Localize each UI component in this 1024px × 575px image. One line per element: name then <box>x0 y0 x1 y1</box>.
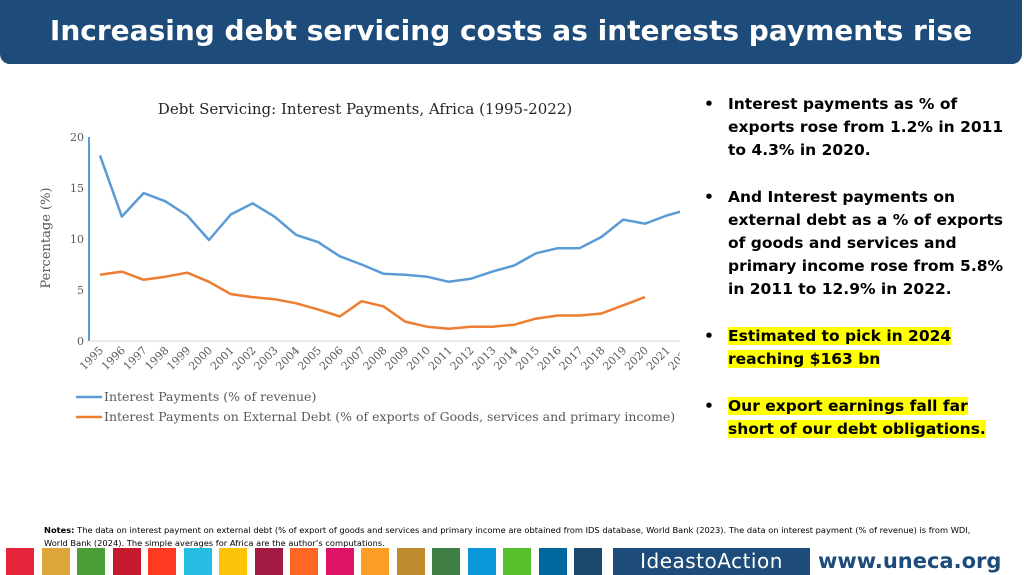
ideas-to-action-logo: IdeastoAction <box>613 548 810 575</box>
y-tick-label: 0 <box>77 335 84 348</box>
sdg-color-square <box>290 548 318 575</box>
x-tick-label: 2011 <box>426 344 455 373</box>
bullet-item: • And Interest payments on external debt … <box>704 186 1004 301</box>
bullet-icon: • <box>704 188 714 206</box>
x-tick-label: 1999 <box>164 344 193 373</box>
bullet-list: • Interest payments as % of exports rose … <box>704 93 1004 465</box>
x-tick-label: 1996 <box>99 344 128 373</box>
y-tick-label: 20 <box>70 131 84 144</box>
sdg-color-square <box>183 548 212 575</box>
x-tick-label: 2012 <box>448 344 477 373</box>
x-tick-label: 2009 <box>382 344 411 373</box>
x-tick-label: 2000 <box>186 344 215 373</box>
sdg-color-square <box>361 548 389 575</box>
x-tick-label: 2013 <box>470 344 499 373</box>
bullet-icon: • <box>704 95 714 113</box>
bullet-item: • Estimated to pick in 2024 reaching $163… <box>704 325 1004 371</box>
bullet-text-highlighted: Our export earnings fall far short of ou… <box>728 397 986 438</box>
x-axis-ticks: 1995199619971998199920002001200220032004… <box>77 344 680 373</box>
chart-legend: Interest Payments (% of revenue) Interes… <box>76 389 675 424</box>
x-tick-label: 1998 <box>143 344 172 373</box>
x-tick-label: 2006 <box>317 344 346 373</box>
page-title: Increasing debt servicing costs as inter… <box>49 14 973 47</box>
notes-text: The data on interest payment on external… <box>44 525 971 548</box>
sdg-color-square <box>6 548 34 575</box>
x-tick-label: 2021 <box>644 344 673 373</box>
legend-label-revenue: Interest Payments (% of revenue) <box>104 389 316 404</box>
series-lines <box>98 154 680 331</box>
series-line-revenue <box>98 154 680 284</box>
x-tick-label: 2018 <box>579 344 608 373</box>
x-tick-label: 2008 <box>361 344 390 373</box>
sdg-color-square <box>467 548 496 575</box>
x-tick-label: 2016 <box>535 344 564 373</box>
sdg-color-square <box>432 548 460 575</box>
y-tick-label: 10 <box>70 233 84 246</box>
sdg-color-square <box>574 548 602 575</box>
notes-label: Notes: <box>44 525 75 535</box>
sdg-color-square <box>219 548 247 575</box>
x-tick-label: 2007 <box>339 344 368 373</box>
bullet-item: • Our export earnings fall far short of o… <box>704 395 1004 441</box>
sdg-color-square <box>77 548 105 575</box>
y-axis-ticks: 0 5 10 15 20 <box>70 131 84 348</box>
bullet-text: And Interest payments on external debt a… <box>728 188 1004 298</box>
chart-title: Debt Servicing: Interest Payments, Afric… <box>158 100 572 118</box>
notes: Notes: The data on interest payment on e… <box>44 524 994 550</box>
x-tick-label: 2005 <box>295 344 324 373</box>
sdg-color-square <box>503 548 531 575</box>
x-tick-label: 2002 <box>230 344 259 373</box>
sdg-color-square <box>148 548 176 575</box>
sdg-color-square <box>396 548 425 575</box>
sdg-color-square <box>112 548 141 575</box>
sdg-color-square <box>41 548 70 575</box>
series-line-external-debt <box>99 270 646 331</box>
sdg-color-square <box>325 548 354 575</box>
title-banner: Increasing debt servicing costs as inter… <box>0 0 1022 64</box>
x-tick-label: 2020 <box>622 344 651 373</box>
bullet-item: • Interest payments as % of exports rose … <box>704 93 1004 162</box>
x-tick-label: 2014 <box>491 344 520 373</box>
bullet-icon: • <box>704 327 714 345</box>
x-tick-label: 1997 <box>121 344 150 373</box>
x-tick-label: 2019 <box>600 344 629 373</box>
sdg-color-square <box>254 548 283 575</box>
site-url[interactable]: www.uneca.org <box>818 549 1002 573</box>
y-axis-label: Percentage (%) <box>39 187 54 288</box>
x-tick-label: 2003 <box>252 344 281 373</box>
bullet-icon: • <box>704 397 714 415</box>
legend-label-external-debt: Interest Payments on External Debt (% of… <box>104 409 675 424</box>
y-tick-label: 15 <box>70 182 84 195</box>
sdg-color-bar <box>0 548 1024 575</box>
bullet-text: Interest payments as % of exports rose f… <box>728 95 1004 159</box>
x-tick-label: 2004 <box>273 344 302 373</box>
x-tick-label: 2010 <box>404 344 433 373</box>
sdg-color-square <box>538 548 567 575</box>
bullet-text-highlighted: Estimated to pick in 2024 reaching $163 … <box>728 327 952 368</box>
y-tick-label: 5 <box>77 284 84 297</box>
line-chart: Debt Servicing: Interest Payments, Afric… <box>39 100 680 424</box>
x-tick-label: 2001 <box>208 344 237 373</box>
x-tick-label: 2015 <box>513 344 542 373</box>
x-tick-label: 1995 <box>77 344 106 373</box>
x-tick-label: 2017 <box>557 344 586 373</box>
